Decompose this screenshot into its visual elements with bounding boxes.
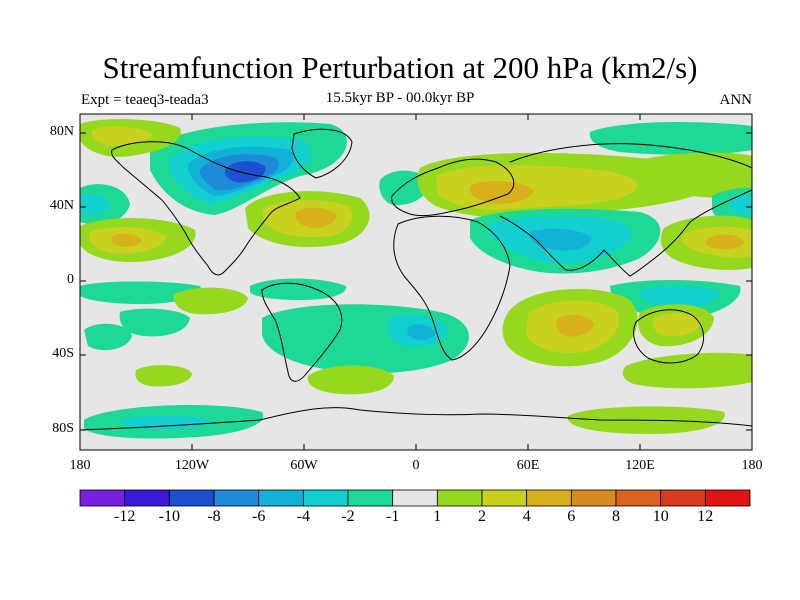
- anomaly-trop-pac: [80, 281, 201, 304]
- colorbar-swatch: [660, 489, 706, 507]
- lat-label-0: 0: [67, 272, 74, 287]
- anomaly-arctic-w2: [92, 126, 152, 146]
- colorbar-tick-label: -1: [386, 508, 400, 525]
- plot-subtitle-period: 15.5kyr BP - 00.0kyr BP: [325, 90, 475, 106]
- coast-australia: [633, 309, 705, 364]
- coast-asia: [499, 143, 752, 277]
- coast-south-america: [261, 282, 343, 382]
- coast-antarctica: [80, 407, 752, 431]
- lon-label-120w: 120W: [174, 458, 210, 473]
- lon-label-0: 0: [412, 458, 420, 473]
- colorbar-tick-label: 2: [478, 508, 486, 525]
- lat-ticks: [80, 132, 752, 431]
- colorbar-tick-label: -8: [207, 508, 221, 525]
- plot-subtitle-season: ANN: [719, 92, 753, 108]
- anomaly-trop-asia-2: [640, 285, 720, 308]
- lat-label-40s: 40S: [52, 346, 74, 361]
- anomaly-s-atl-1: [307, 365, 394, 395]
- lon-label-60e: 60E: [516, 458, 540, 473]
- colorbar-swatch: [526, 489, 572, 507]
- colorbar-swatch: [570, 489, 617, 507]
- plot-title: Streamfunction Perturbation at 200 hPa (…: [102, 50, 698, 85]
- plot-subtitle-experiment: Expt = teaeq3-teada3: [81, 92, 209, 108]
- lon-label-120e: 120E: [625, 458, 655, 473]
- anomaly-arctic-e: [589, 122, 752, 155]
- lat-label-80s: 80S: [52, 421, 74, 436]
- colorbar-tick-label: 4: [522, 508, 531, 525]
- lon-ticks: [79, 114, 753, 450]
- map-area: [80, 114, 752, 450]
- colorbar-swatch: [436, 489, 483, 507]
- coast-africa: [393, 215, 511, 361]
- colorbar-tick-label: 10: [652, 508, 669, 525]
- anomaly-s-ind-1: [622, 352, 752, 389]
- colorbar-swatch: [302, 489, 349, 507]
- coastlines: [80, 128, 752, 431]
- colorbar-tick-label: -10: [158, 508, 180, 525]
- anomaly-asia-low-3: [530, 228, 592, 251]
- colorbar-swatch: [347, 489, 394, 507]
- colorbar-tick-label: 6: [567, 508, 576, 525]
- lat-label-40n: 40N: [49, 198, 74, 213]
- colorbar-tick-label: 8: [612, 508, 620, 525]
- coast-north-america: [111, 141, 301, 276]
- colorbar-swatch: [392, 489, 438, 507]
- colorbar-swatch: [615, 489, 662, 507]
- anomaly-trop-sam: [250, 278, 347, 300]
- anomaly-aus-high-2: [652, 313, 702, 337]
- colorbar-tick-label: -6: [252, 508, 266, 525]
- colorbar-swatch: [258, 489, 304, 507]
- anomaly-atl-high-3: [295, 207, 337, 228]
- anomaly-na-4: [225, 161, 266, 183]
- anomaly-ne-asia: [638, 152, 752, 198]
- anomaly-wpac-high-3: [705, 234, 744, 250]
- colorbar-tick-label: -12: [114, 508, 136, 525]
- colorbar-swatch: [124, 489, 170, 507]
- anomaly-epac-low-e2: [730, 195, 752, 215]
- anomaly-so-2: [120, 415, 210, 430]
- colorbar-tick-label: 12: [697, 508, 714, 525]
- colorbar-tick-label: 1: [433, 508, 442, 525]
- anomaly-eurasia-3: [470, 181, 534, 204]
- anomaly-epac-low-w2: [80, 194, 110, 215]
- anomaly-sind-high-3: [556, 314, 594, 337]
- anomaly-pac-high-w3: [111, 233, 142, 247]
- colorbar: [79, 489, 751, 507]
- anomaly-sam-low-3: [407, 324, 436, 341]
- anomaly-spac-3: [119, 308, 190, 337]
- coast-europe: [391, 158, 515, 217]
- colorbar-swatch: [704, 489, 751, 507]
- colorbar-tick-label: -2: [341, 508, 355, 525]
- lon-label-180e: 180: [741, 458, 763, 473]
- lat-label-80n: 80N: [49, 124, 74, 139]
- colorbar-swatch: [481, 489, 528, 507]
- colorbar-swatch: [168, 489, 215, 507]
- colorbar-swatch: [79, 489, 126, 507]
- anomaly-spac-1: [84, 323, 132, 351]
- coast-greenland: [291, 128, 353, 179]
- anomaly-s-pac-1: [135, 365, 192, 387]
- colorbar-tick-label: -4: [296, 508, 310, 525]
- anomaly-field: [80, 119, 752, 439]
- colorbar-swatch: [213, 489, 260, 507]
- anomaly-spac-2: [173, 287, 248, 315]
- lon-label-60w: 60W: [290, 458, 318, 473]
- lon-label-180w: 180: [69, 458, 91, 473]
